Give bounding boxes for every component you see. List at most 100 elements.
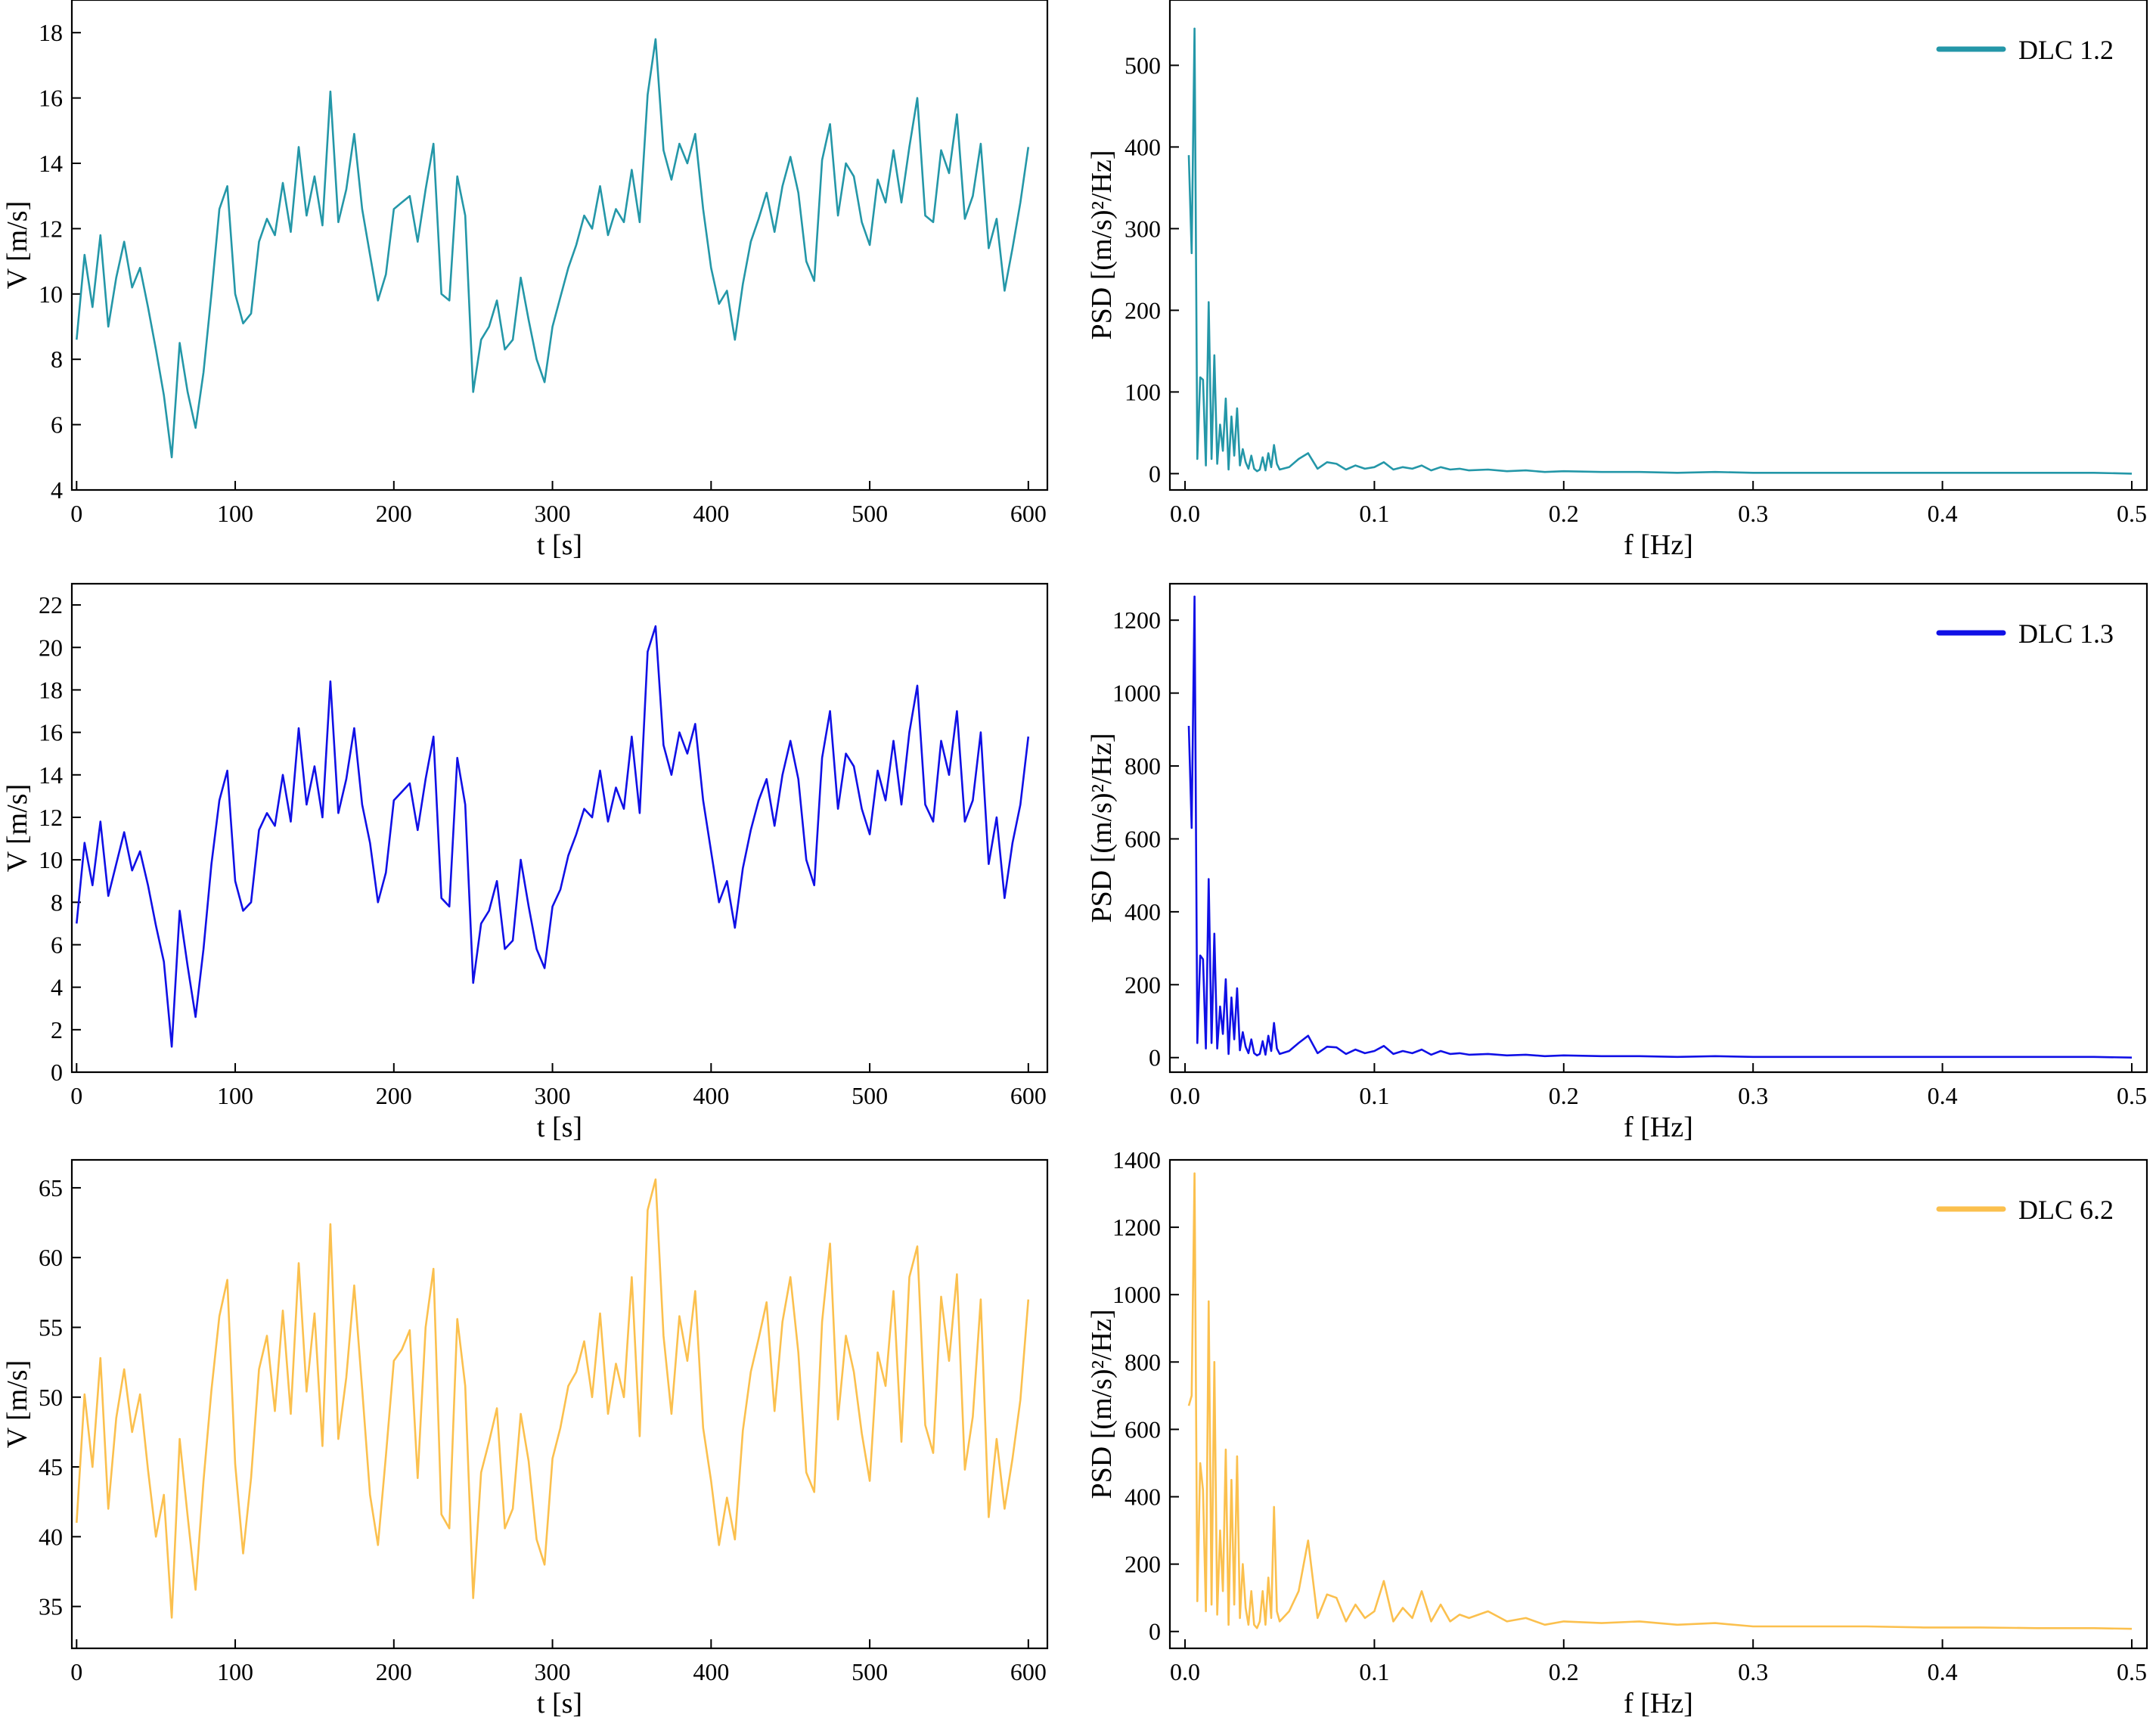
plot-frame [70, 1158, 1049, 1650]
y-tick-label: 10 [39, 281, 63, 308]
y-axis-label: PSD [(m/s)²/Hz] [1086, 150, 1118, 340]
y-tick-label: 600 [1125, 1415, 1161, 1443]
y-tick-label: 200 [1125, 296, 1161, 324]
y-tick-label: 0 [1149, 460, 1161, 487]
x-tick-label: 200 [376, 1082, 412, 1109]
y-tick-label: 4 [51, 476, 63, 504]
y-axis-label: V [m/s] [2, 784, 33, 872]
y-tick-label: 1000 [1112, 1281, 1161, 1308]
panel-time-dlc13: 0 100 200 300 400 500 600 0 2 4 6 8 10 12 14 16 18 20 22 t … [2, 582, 1049, 1143]
legend-label: DLC 1.2 [2018, 35, 2114, 65]
y-tick-label: 1400 [1112, 1146, 1161, 1173]
y-tick-label: 14 [39, 761, 63, 789]
y-tick-label: 40 [39, 1523, 63, 1550]
x-tick-label: 0.0 [1170, 1082, 1200, 1109]
x-tick-label: 400 [693, 1082, 729, 1109]
y-tick-label: 45 [39, 1453, 63, 1480]
x-tick-label: 100 [217, 1082, 253, 1109]
x-tick-label: 0.2 [1549, 1658, 1579, 1685]
y-tick-label: 18 [39, 676, 63, 703]
x-tick-label: 0.5 [2117, 1082, 2147, 1109]
y-tick-label: 800 [1125, 1348, 1161, 1375]
x-tick-label: 0.1 [1359, 1082, 1389, 1109]
y-tick-label: 0 [1149, 1618, 1161, 1645]
series-line-dlc62 [1187, 1172, 2133, 1630]
series-line-dlc12 [1187, 27, 2133, 475]
x-tick-label: 0.4 [1928, 1082, 1958, 1109]
x-axis-label: f [Hz] [1624, 529, 1693, 561]
x-tick-label: 0.3 [1738, 1658, 1768, 1685]
y-axis-label: V [m/s] [2, 1360, 33, 1448]
x-tick-label: 0.5 [2117, 500, 2147, 527]
x-axis-label: f [Hz] [1624, 1111, 1693, 1143]
y-tick-label: 6 [51, 411, 63, 439]
x-tick-label: 0.0 [1170, 500, 1200, 527]
x-tick-label: 0.3 [1738, 1082, 1768, 1109]
y-tick-label: 8 [51, 346, 63, 373]
y-tick-label: 8 [51, 888, 63, 916]
panel-psd-dlc62: 0.0 0.1 0.2 0.3 0.4 0.5 0 200 400 600 800 1000 1200 1… [1086, 1146, 2148, 1719]
series-line-dlc12 [76, 38, 1030, 459]
plot-frame [70, 0, 1049, 491]
y-tick-label: 55 [39, 1313, 63, 1341]
y-tick-label: 1200 [1112, 1214, 1161, 1241]
series-line-dlc13 [1187, 595, 2133, 1059]
legend-label: DLC 6.2 [2018, 1195, 2114, 1225]
x-tick-label: 300 [535, 500, 571, 527]
y-tick-label: 6 [51, 931, 63, 958]
x-axis-label: t [s] [537, 529, 582, 561]
x-tick-label: 500 [852, 1082, 888, 1109]
x-axis-label: f [Hz] [1624, 1688, 1693, 1719]
y-tick-label: 0 [1149, 1044, 1161, 1071]
y-tick-label: 22 [39, 591, 63, 619]
x-tick-label: 600 [1010, 1658, 1047, 1685]
series-line-dlc62 [76, 1178, 1030, 1619]
y-axis-label: V [m/s] [2, 201, 33, 289]
plot-frame [1168, 582, 2148, 1074]
x-tick-label: 300 [535, 1658, 571, 1685]
y-tick-label: 12 [39, 215, 63, 242]
y-tick-label: 1000 [1112, 680, 1161, 707]
x-tick-label: 0.4 [1928, 1658, 1958, 1685]
y-tick-label: 20 [39, 634, 63, 661]
y-tick-label: 1200 [1112, 606, 1161, 634]
x-tick-label: 100 [217, 500, 253, 527]
x-tick-label: 100 [217, 1658, 253, 1685]
y-tick-label: 65 [39, 1174, 63, 1201]
y-tick-label: 400 [1125, 898, 1161, 925]
y-tick-label: 14 [39, 150, 63, 177]
y-tick-label: 12 [39, 804, 63, 831]
y-tick-label: 400 [1125, 1484, 1161, 1511]
x-tick-label: 200 [376, 500, 412, 527]
y-tick-label: 35 [39, 1593, 63, 1620]
y-tick-label: 0 [51, 1059, 63, 1086]
y-tick-label: 200 [1125, 971, 1161, 998]
plot-frame [1168, 1158, 2148, 1650]
x-tick-label: 0.4 [1928, 500, 1958, 527]
y-tick-label: 18 [39, 19, 63, 46]
x-tick-label: 500 [852, 1658, 888, 1685]
y-tick-label: 16 [39, 719, 63, 746]
x-tick-label: 0.5 [2117, 1658, 2147, 1685]
x-tick-label: 400 [693, 500, 729, 527]
y-tick-label: 400 [1125, 133, 1161, 160]
y-tick-label: 200 [1125, 1551, 1161, 1578]
y-tick-label: 800 [1125, 752, 1161, 780]
plot-frame [70, 582, 1049, 1074]
x-tick-label: 0 [70, 1082, 82, 1109]
x-tick-label: 0 [70, 500, 82, 527]
y-axis-label: PSD [(m/s)²/Hz] [1086, 733, 1118, 923]
y-axis-label: PSD [(m/s)²/Hz] [1086, 1310, 1118, 1499]
y-tick-label: 60 [39, 1244, 63, 1271]
y-tick-label: 300 [1125, 215, 1161, 242]
y-tick-label: 600 [1125, 825, 1161, 852]
panel-time-dlc12: 0 100 200 300 400 500 600 4 6 8 10 12 14 16 18 t [s] V [… [2, 0, 1049, 561]
x-tick-label: 600 [1010, 500, 1047, 527]
y-tick-label: 50 [39, 1384, 63, 1411]
x-tick-label: 0.1 [1359, 1658, 1389, 1685]
panel-psd-dlc12: 0.0 0.1 0.2 0.3 0.4 0.5 0 100 200 300 400 500 f [Hz]… [1086, 0, 2148, 561]
panel-psd-dlc13: 0.0 0.1 0.2 0.3 0.4 0.5 0 200 400 600 800 1000 1200 f… [1086, 582, 2148, 1143]
x-tick-label: 0.2 [1549, 1082, 1579, 1109]
x-tick-label: 600 [1010, 1082, 1047, 1109]
